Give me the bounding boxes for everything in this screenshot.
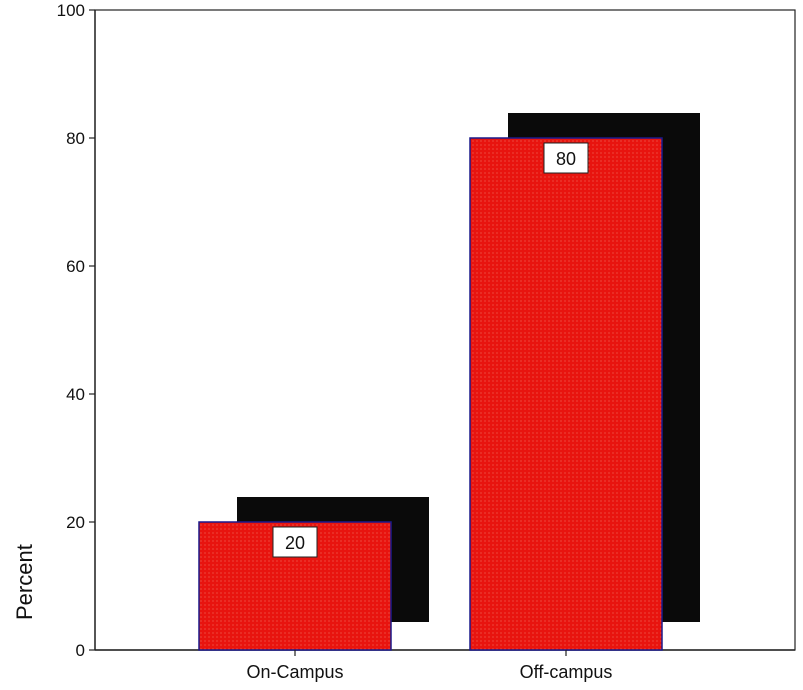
y-tick-label: 40 xyxy=(66,385,85,404)
y-tick-label: 80 xyxy=(66,129,85,148)
category-labels: On-Campus Off-campus xyxy=(246,650,612,682)
y-ticks: 0 20 40 60 80 100 xyxy=(57,1,95,660)
data-label: 80 xyxy=(556,149,576,169)
y-tick-label: 0 xyxy=(76,641,85,660)
y-axis-title: Percent xyxy=(12,544,37,620)
bar xyxy=(469,137,663,651)
data-label-box xyxy=(543,142,589,174)
data-label-box xyxy=(272,526,318,558)
y-tick-label: 100 xyxy=(57,1,85,20)
y-tick-label: 60 xyxy=(66,257,85,276)
data-label: 20 xyxy=(285,533,305,553)
x-category-label: Off-campus xyxy=(520,662,613,682)
x-category-label: On-Campus xyxy=(246,662,343,682)
y-tick-label: 20 xyxy=(66,513,85,532)
